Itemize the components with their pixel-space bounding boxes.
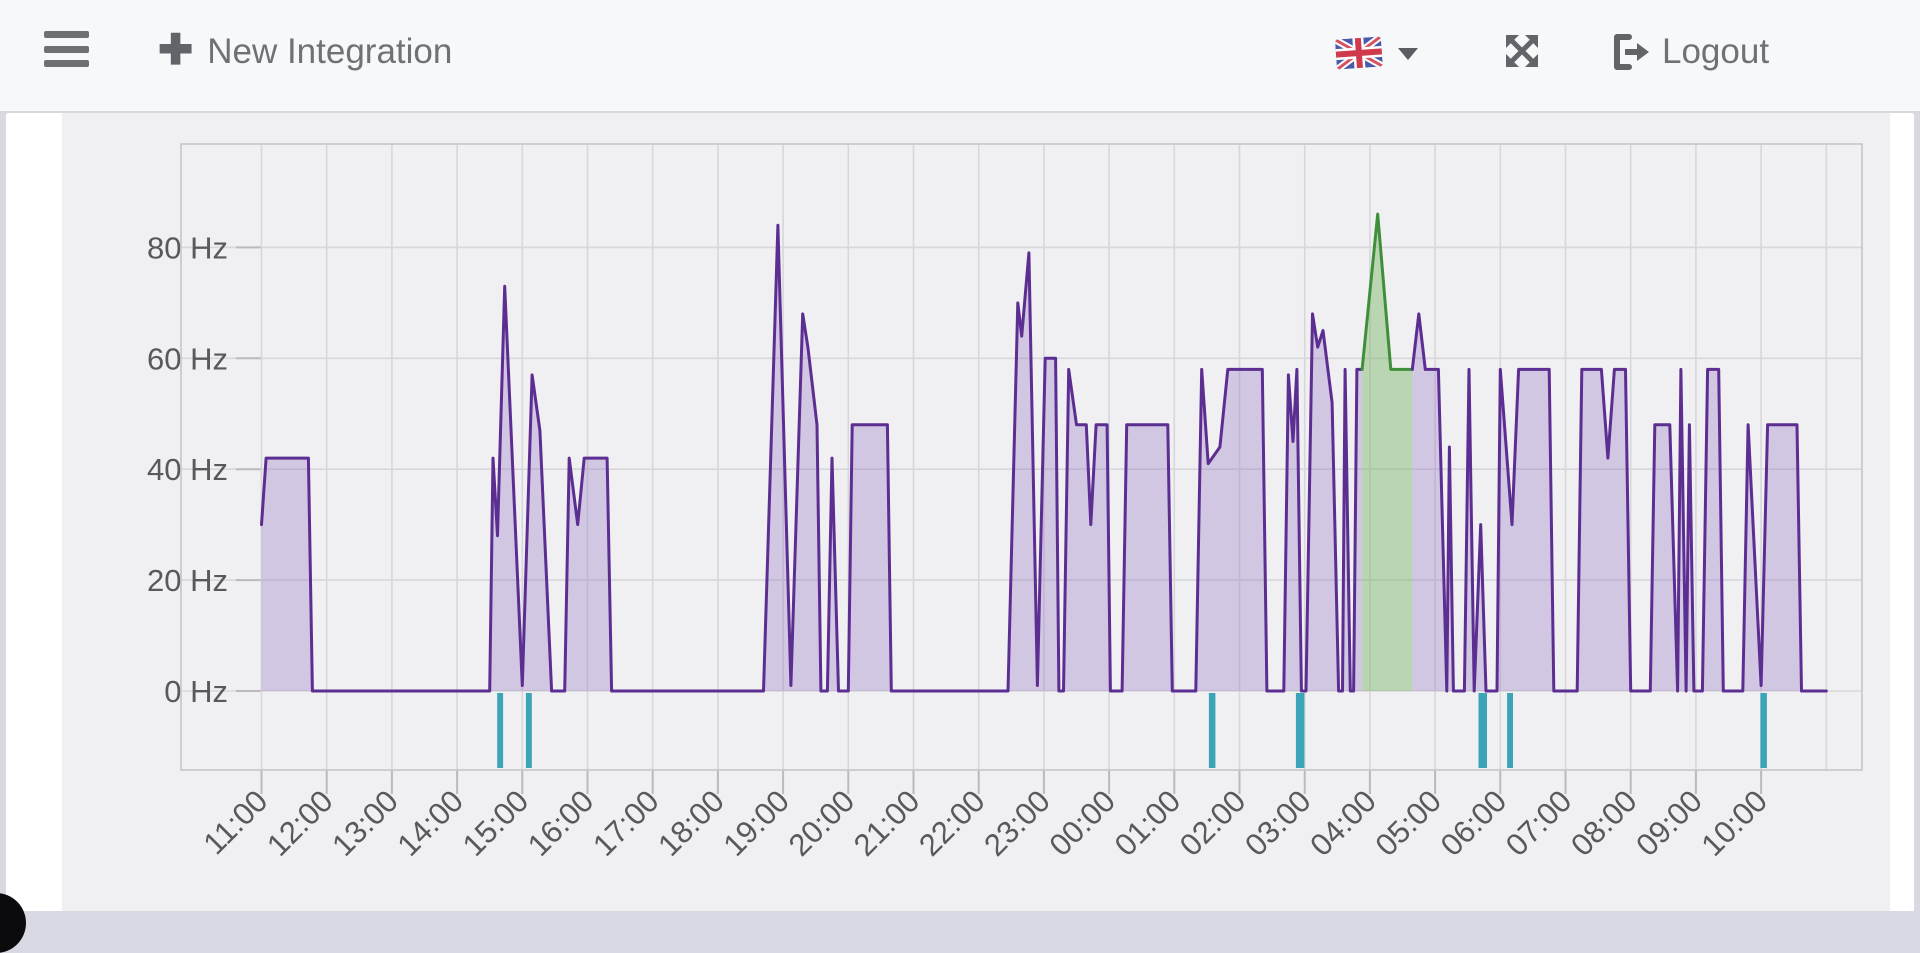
event-bar xyxy=(497,693,504,768)
y-axis-label: 60 Hz xyxy=(147,341,228,376)
highlight-line xyxy=(1360,212,1414,371)
event-bar xyxy=(1507,693,1513,768)
event-bar xyxy=(1760,693,1767,768)
new-integration-label: New Integration xyxy=(207,32,453,71)
fullscreen-button[interactable] xyxy=(1496,26,1548,78)
menu-toggle-button[interactable] xyxy=(44,31,90,67)
uk-flag-icon xyxy=(1334,35,1383,72)
chart-background xyxy=(62,112,1890,911)
y-axis-label: 40 Hz xyxy=(147,452,228,487)
highlight-area xyxy=(1362,214,1413,691)
frequency-area xyxy=(261,225,1363,691)
y-axis-label: 20 Hz xyxy=(147,563,228,598)
sign-out-icon xyxy=(1614,34,1649,70)
event-bar xyxy=(1478,693,1487,768)
chevron-down-icon xyxy=(1398,48,1418,60)
top-bar: ✚ New Integration xyxy=(0,0,1920,113)
logout-button[interactable]: Logout xyxy=(1608,24,1769,80)
new-integration-button[interactable]: ✚ New Integration xyxy=(152,24,458,80)
topbar-actions: Logout xyxy=(1300,0,1920,111)
language-selector[interactable] xyxy=(1330,26,1430,82)
expand-arrows-icon xyxy=(1506,34,1538,67)
frequency-line xyxy=(1410,312,1828,693)
y-axis-label: 80 Hz xyxy=(147,230,228,265)
y-axis-label: 0 Hz xyxy=(164,674,228,709)
plus-icon: ✚ xyxy=(158,26,194,73)
event-bar xyxy=(1208,693,1216,768)
event-bar xyxy=(525,693,532,768)
frequency-area xyxy=(1412,313,1827,691)
frequency-line xyxy=(260,223,1364,693)
plot-border xyxy=(180,143,1863,771)
hamburger-icon xyxy=(44,31,89,38)
logout-label: Logout xyxy=(1662,32,1770,71)
event-bar xyxy=(1295,693,1305,768)
